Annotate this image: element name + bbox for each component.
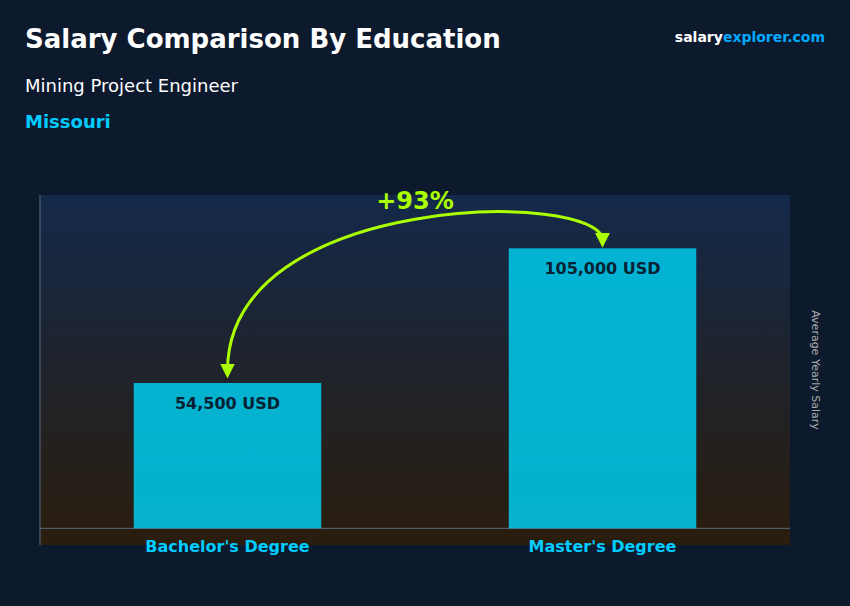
x-tick-label: Bachelor's Degree — [145, 537, 309, 556]
bar — [134, 383, 322, 528]
x-labels: Bachelor's Degree Master's Degree — [145, 537, 676, 556]
website-part: explorer.com — [723, 29, 825, 45]
chart: Salary Comparison By Education Mining Pro… — [0, 0, 850, 606]
subtitle: Mining Project Engineer — [25, 75, 239, 96]
title: Salary Comparison By Education — [25, 24, 501, 54]
plot-background — [40, 195, 790, 545]
y-axis-line — [40, 195, 41, 545]
website: salaryexplorer.com — [675, 29, 825, 45]
location: Missouri — [25, 111, 111, 132]
bar — [509, 248, 697, 528]
background — [0, 0, 850, 606]
y-axis-label: Average Yearly Salary — [809, 310, 822, 430]
bars — [134, 248, 697, 528]
data-label: 105,000 USD — [544, 259, 660, 278]
x-tick-label: Master's Degree — [529, 537, 677, 556]
data-label: 54,500 USD — [175, 394, 280, 413]
change-arrow — [228, 212, 603, 371]
data-labels: 54,500 USD 105,000 USD — [175, 259, 661, 413]
pct-change: +93% — [376, 187, 454, 215]
website-part: salary — [675, 29, 723, 45]
